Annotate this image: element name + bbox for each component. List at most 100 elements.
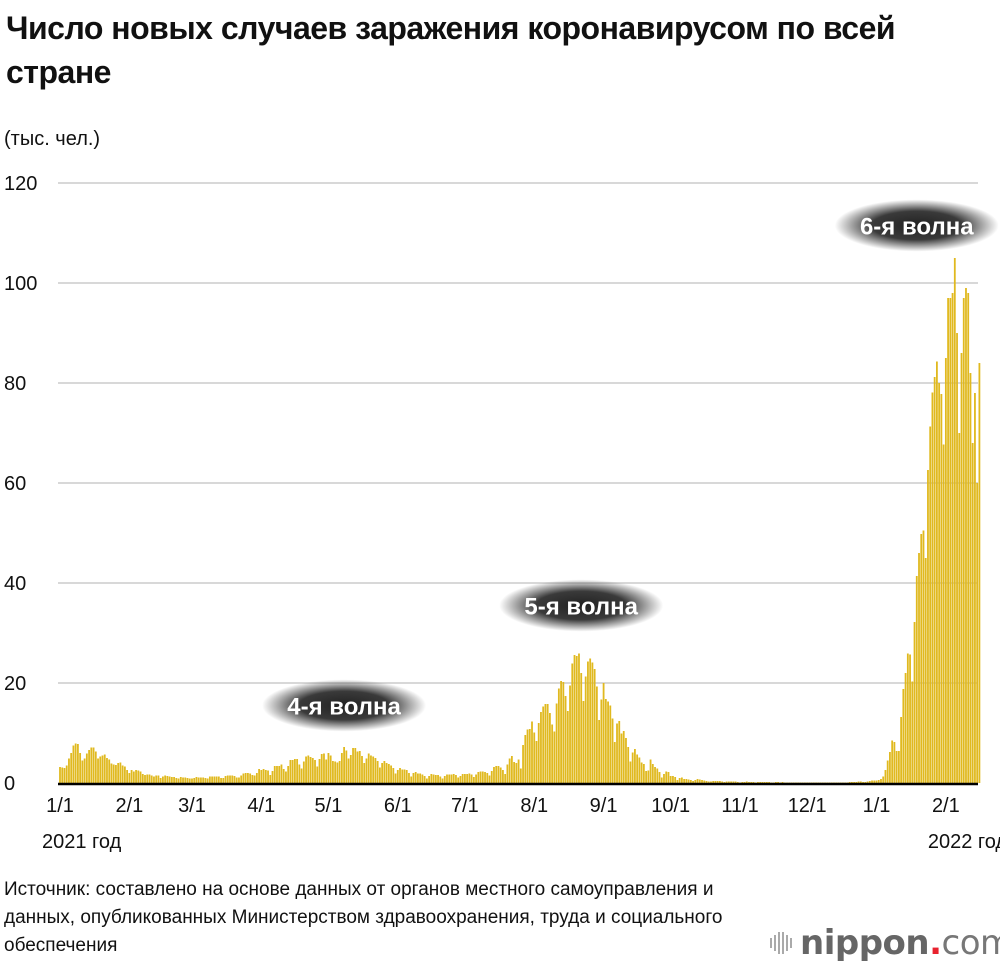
bar	[761, 782, 764, 783]
bar	[680, 777, 683, 783]
bar	[345, 750, 348, 783]
logo-tld: com	[941, 923, 1000, 963]
bar	[119, 762, 122, 783]
bar	[604, 699, 607, 783]
x-tick-label: 12/1	[788, 795, 827, 817]
bar	[484, 772, 486, 783]
bar	[302, 761, 305, 783]
bar	[663, 774, 665, 783]
bar	[242, 773, 245, 783]
bar	[446, 774, 448, 783]
bar	[401, 769, 404, 783]
chart-title: Число новых случаев заражения коронавиру…	[6, 10, 896, 90]
bar	[875, 780, 878, 783]
bar	[953, 258, 956, 783]
bar	[707, 781, 710, 783]
bar	[859, 781, 862, 783]
bar	[423, 776, 426, 783]
bar	[121, 765, 124, 783]
x-tick-label: 11/1	[721, 795, 758, 817]
bar	[244, 773, 247, 783]
bar	[291, 760, 294, 783]
bar	[616, 723, 618, 783]
bar	[208, 776, 211, 783]
bar	[685, 779, 688, 783]
bar	[267, 770, 269, 783]
bar	[296, 759, 299, 783]
y-tick-label: 20	[4, 673, 26, 695]
bar	[439, 776, 442, 783]
bar	[170, 777, 173, 783]
bar	[900, 717, 903, 783]
bar	[162, 776, 164, 783]
x-tick-label: 1/1	[46, 795, 74, 817]
bar	[419, 773, 422, 783]
bar	[906, 653, 909, 783]
y-tick-label: 120	[4, 173, 37, 195]
bar	[370, 755, 372, 783]
bar	[573, 655, 576, 783]
bar	[432, 774, 435, 783]
bar	[976, 483, 979, 783]
bar	[323, 753, 325, 783]
bar	[560, 681, 562, 783]
bar	[714, 781, 717, 783]
bar	[383, 761, 386, 783]
bar	[99, 756, 102, 783]
bar	[557, 688, 560, 783]
bar	[540, 712, 542, 783]
bar	[260, 770, 263, 783]
bar	[59, 767, 61, 783]
bar	[374, 758, 377, 783]
bar	[278, 766, 281, 783]
nippon-logo[interactable]: nippon.com	[770, 923, 1000, 963]
bar	[882, 776, 885, 783]
bar	[535, 741, 538, 783]
bar	[63, 768, 66, 783]
bar	[732, 781, 735, 783]
bar	[974, 393, 976, 783]
bar	[157, 775, 160, 783]
bar	[173, 777, 175, 783]
bar	[247, 773, 249, 783]
bar	[376, 761, 379, 783]
bar	[177, 778, 180, 783]
bar	[613, 742, 616, 783]
bar	[70, 753, 73, 783]
bar	[745, 781, 748, 783]
bar	[443, 776, 446, 783]
bar	[112, 764, 115, 783]
bar	[705, 781, 708, 783]
bar	[240, 775, 243, 783]
bar	[343, 747, 345, 783]
bar	[229, 775, 231, 783]
bar	[741, 782, 744, 783]
bar	[153, 776, 155, 783]
bar	[336, 762, 339, 783]
bar	[488, 775, 491, 783]
bar	[168, 776, 171, 783]
bar	[723, 782, 726, 783]
bar	[425, 778, 428, 783]
bar	[258, 769, 260, 783]
bar	[399, 768, 401, 783]
bar	[184, 777, 187, 783]
bar	[600, 699, 603, 783]
bar	[81, 760, 84, 783]
bar	[877, 780, 880, 783]
bar	[692, 781, 694, 783]
bar	[231, 775, 234, 783]
bar	[356, 751, 359, 783]
bar	[123, 766, 126, 783]
bar	[164, 775, 167, 783]
bar	[595, 686, 598, 783]
bar	[65, 765, 68, 783]
bar	[640, 762, 643, 783]
bar	[481, 771, 484, 783]
bar	[651, 764, 654, 783]
bar	[417, 773, 419, 783]
bar	[862, 782, 864, 783]
bar	[880, 779, 882, 783]
bar	[598, 720, 601, 783]
bar	[564, 696, 567, 783]
